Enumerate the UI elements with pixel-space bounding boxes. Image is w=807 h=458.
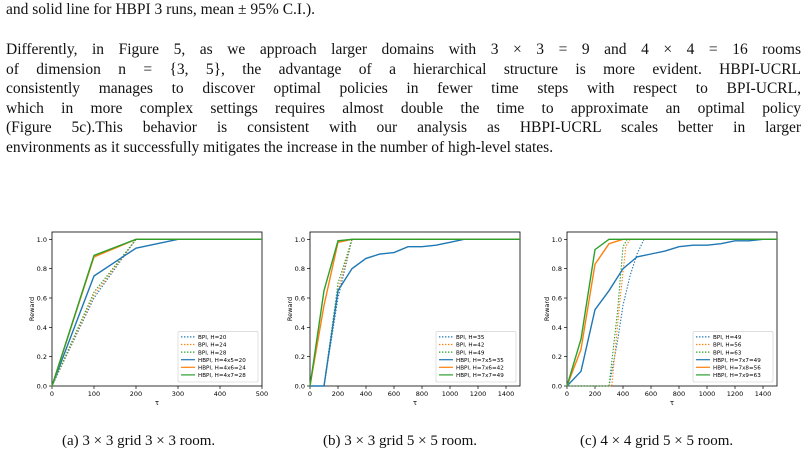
x-tick-label: 100 (88, 390, 100, 398)
legend-label: HBPI, H=4x6=24 (198, 366, 246, 372)
paragraph-line: (Figure 5c).This behavior is consistent … (6, 119, 801, 137)
x-tick-label: 500 (256, 390, 268, 398)
x-tick-label: 1200 (727, 390, 744, 398)
legend-box (177, 331, 259, 383)
series-line (51, 238, 262, 387)
series-line (51, 238, 262, 387)
y-tick-label: 0.4 (37, 324, 47, 332)
y-tick-label: 0.8 (295, 265, 305, 273)
x-tick-label: 400 (617, 390, 629, 398)
x-axis-label: τ (413, 399, 417, 407)
chart-a: 0.0 0.2 0.4 0.6 0.8 1.0 0 100 200 300 400 500 τ Rewar… (28, 231, 268, 407)
plot-frame (566, 231, 778, 387)
legend-label: HBPI, H=7x5=35 (456, 358, 504, 364)
y-tick-label: 0.8 (37, 265, 47, 273)
x-tick-label: 300 (172, 390, 184, 398)
chart-c: 0.0 0.2 0.4 0.6 0.8 1.0 0 200 400 600 800 1000 1200 1… (543, 231, 778, 407)
y-tick-label: 0.6 (552, 295, 562, 303)
y-tick-label: 0.0 (295, 383, 305, 391)
series-line (566, 238, 777, 387)
y-axis-label: Reward (28, 297, 36, 321)
y-tick-label: 0.4 (295, 324, 305, 332)
y-tick-label: 0.2 (552, 353, 562, 361)
y-tick-label: 0.8 (552, 265, 562, 273)
series-line (567, 238, 777, 387)
paragraph-line: Differently, in Figure 5, as we approach… (6, 41, 801, 58)
y-axis-label: Reward (543, 297, 551, 321)
paragraph-line: of dimension n = {3, 5}, the advantage o… (6, 60, 801, 78)
x-tick-label: 1000 (442, 390, 459, 398)
plot-frame (51, 231, 263, 387)
x-tick-label: 400 (214, 390, 226, 398)
paragraph-line: which in more complex settings requires … (6, 99, 801, 117)
legend-label: HBPI, H=4x5=20 (198, 358, 246, 364)
x-tick-label: 1400 (498, 390, 515, 398)
x-axis-label: τ (670, 399, 674, 407)
paragraph-line: environments as it successfully mitigate… (6, 138, 554, 156)
x-tick-label: 0 (308, 390, 312, 398)
x-tick-label: 1200 (470, 390, 487, 398)
x-tick-label: 600 (645, 390, 657, 398)
legend-label: HBPI, H=7x9=63 (713, 373, 761, 379)
x-tick-label: 0 (565, 390, 569, 398)
x-axis-label: τ (155, 399, 159, 407)
legend-label: BPI, H=56 (713, 343, 742, 349)
legend-label: HBPI, H=7x7=49 (456, 373, 504, 379)
series-line (51, 238, 262, 387)
legend-label: BPI, H=49 (713, 335, 742, 341)
series-line (309, 238, 520, 387)
legend-label: BPI, H=35 (456, 335, 485, 341)
y-tick-label: 1.0 (552, 236, 562, 244)
y-tick-label: 0.2 (37, 353, 47, 361)
legend-box (692, 331, 774, 383)
y-tick-label: 0.6 (295, 295, 305, 303)
x-tick-label: 600 (388, 390, 400, 398)
body-paragraph: Differently, in Figure 5, as we approach… (6, 40, 801, 158)
y-tick-label: 0.0 (552, 383, 562, 391)
legend-label: HBPI, H=7x7=49 (713, 358, 761, 364)
x-tick-label: 0 (50, 390, 54, 398)
x-tick-label: 400 (360, 390, 372, 398)
caption-a: (a) 3 × 3 grid 3 × 3 room. (62, 433, 216, 449)
x-tick-label: 200 (589, 390, 601, 398)
legend-label: HBPI, H=7x6=42 (456, 366, 504, 372)
y-tick-label: 0.2 (295, 353, 305, 361)
x-tick-label: 200 (332, 390, 344, 398)
paragraph-line: consistently manages to discover optimal… (6, 80, 801, 98)
legend-label: BPI, H=63 (713, 350, 742, 356)
legend-box (435, 331, 517, 383)
plot-frame (309, 231, 521, 387)
x-tick-label: 1400 (755, 390, 772, 398)
top-text-line: and solid line for HBPI 3 runs, mean ± 9… (6, 1, 315, 18)
legend-label: BPI, H=49 (456, 350, 485, 356)
legend-label: BPI, H=42 (456, 343, 484, 349)
y-tick-label: 0.0 (37, 383, 47, 391)
legend-label: BPI, H=28 (198, 350, 227, 356)
y-tick-label: 1.0 (37, 236, 47, 244)
series-line (310, 238, 520, 387)
y-tick-label: 1.0 (295, 236, 305, 244)
x-tick-label: 800 (416, 390, 428, 398)
legend-label: BPI, H=20 (198, 335, 227, 341)
y-axis-label: Reward (286, 297, 294, 321)
series-line (51, 238, 262, 387)
x-tick-label: 800 (673, 390, 685, 398)
x-tick-label: 1000 (699, 390, 716, 398)
y-tick-label: 0.4 (552, 324, 562, 332)
y-tick-label: 0.6 (37, 295, 47, 303)
caption-c: (c) 4 × 4 grid 5 × 5 room. (580, 433, 734, 449)
legend-label: HBPI, H=7x8=56 (713, 366, 761, 372)
legend-label: HBPI, H=4x7=28 (198, 373, 246, 379)
caption-b: (b) 3 × 3 grid 5 × 5 room. (323, 433, 477, 449)
x-tick-label: 200 (130, 390, 142, 398)
series-line (566, 238, 777, 387)
chart-b: 0.0 0.2 0.4 0.6 0.8 1.0 0 200 400 600 800 1000 1200 1… (286, 231, 521, 407)
legend-label: BPI, H=24 (198, 343, 227, 349)
